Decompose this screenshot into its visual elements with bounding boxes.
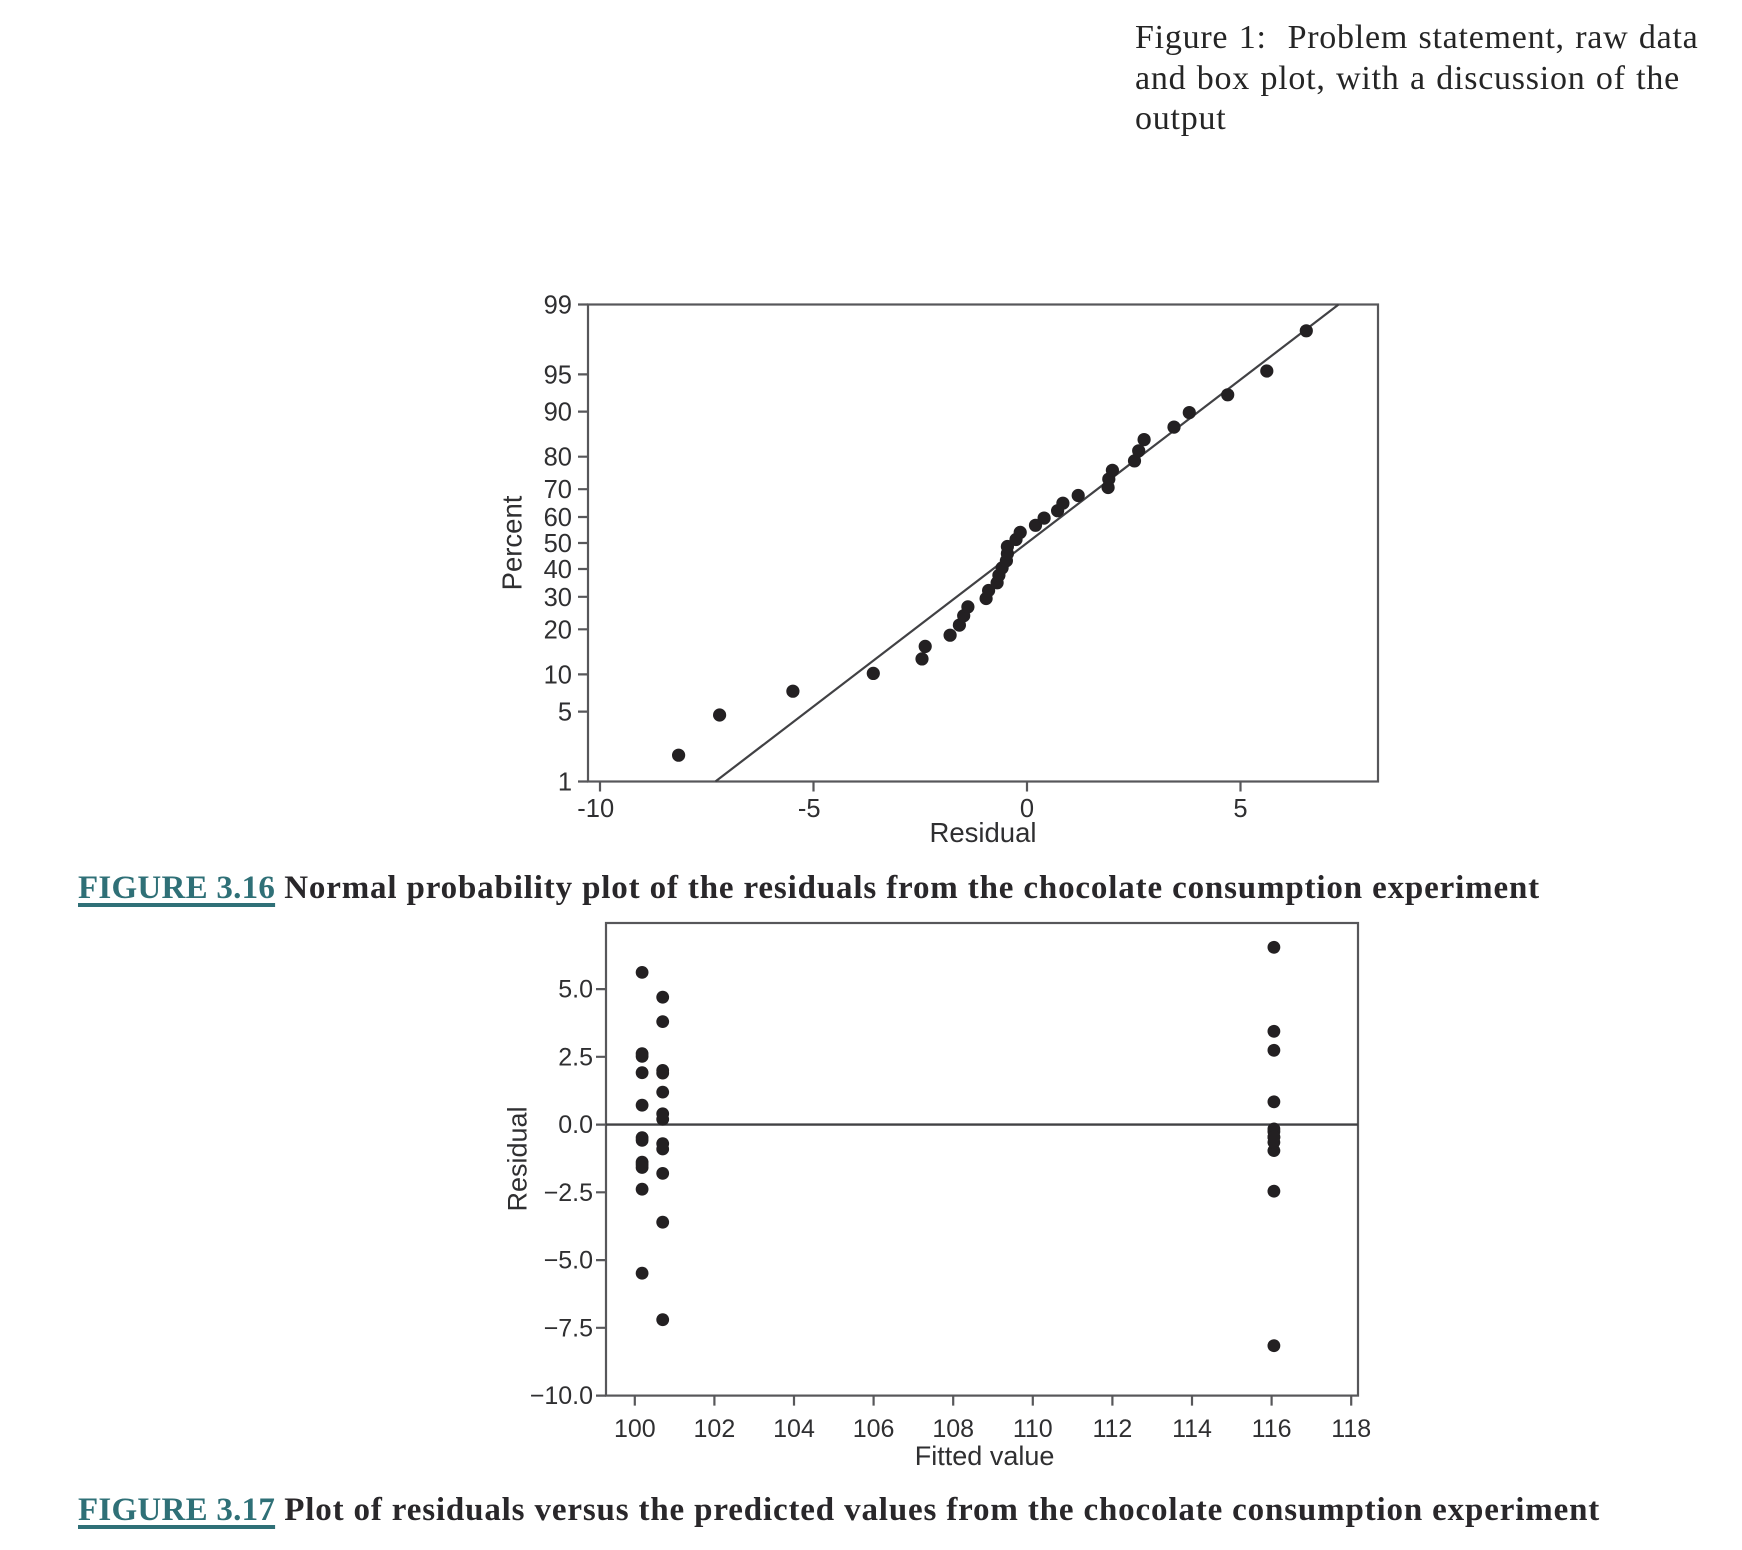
svg-text:80: 80: [544, 444, 572, 472]
svg-text:-5: -5: [798, 795, 821, 823]
svg-text:102: 102: [694, 1415, 736, 1443]
svg-text:95: 95: [544, 361, 572, 389]
svg-text:−2.5: −2.5: [544, 1179, 593, 1207]
svg-text:1: 1: [558, 769, 572, 797]
svg-text:108: 108: [932, 1415, 974, 1443]
svg-text:106: 106: [853, 1415, 895, 1443]
svg-text:2.5: 2.5: [558, 1043, 593, 1071]
svg-text:−10.0: −10.0: [530, 1382, 593, 1410]
svg-text:Residual: Residual: [503, 1106, 533, 1211]
svg-text:0: 0: [1020, 795, 1034, 823]
svg-text:110: 110: [1013, 1415, 1053, 1443]
svg-text:90: 90: [544, 399, 572, 427]
svg-text:−7.5: −7.5: [544, 1314, 593, 1342]
svg-text:114: 114: [1172, 1415, 1212, 1443]
svg-text:20: 20: [544, 616, 572, 644]
svg-text:50: 50: [544, 530, 572, 558]
svg-text:Fitted value: Fitted value: [915, 1441, 1055, 1471]
svg-text:60: 60: [544, 504, 572, 532]
svg-text:116: 116: [1252, 1415, 1292, 1443]
svg-text:−5.0: −5.0: [544, 1247, 593, 1275]
svg-text:5.0: 5.0: [558, 976, 593, 1004]
svg-text:5: 5: [558, 699, 572, 727]
svg-text:Percent: Percent: [497, 495, 528, 590]
svg-text:104: 104: [773, 1415, 815, 1443]
svg-text:30: 30: [544, 584, 572, 612]
svg-text:5: 5: [1233, 795, 1247, 823]
svg-text:100: 100: [614, 1415, 656, 1443]
svg-text:10: 10: [544, 661, 572, 689]
svg-text:112: 112: [1092, 1415, 1132, 1443]
svg-text:0.0: 0.0: [558, 1111, 593, 1139]
svg-text:70: 70: [544, 476, 572, 504]
svg-text:-10: -10: [577, 795, 614, 823]
svg-text:99: 99: [544, 292, 572, 320]
svg-text:118: 118: [1331, 1415, 1371, 1443]
svg-text:Residual: Residual: [929, 817, 1036, 848]
svg-text:40: 40: [544, 556, 572, 584]
